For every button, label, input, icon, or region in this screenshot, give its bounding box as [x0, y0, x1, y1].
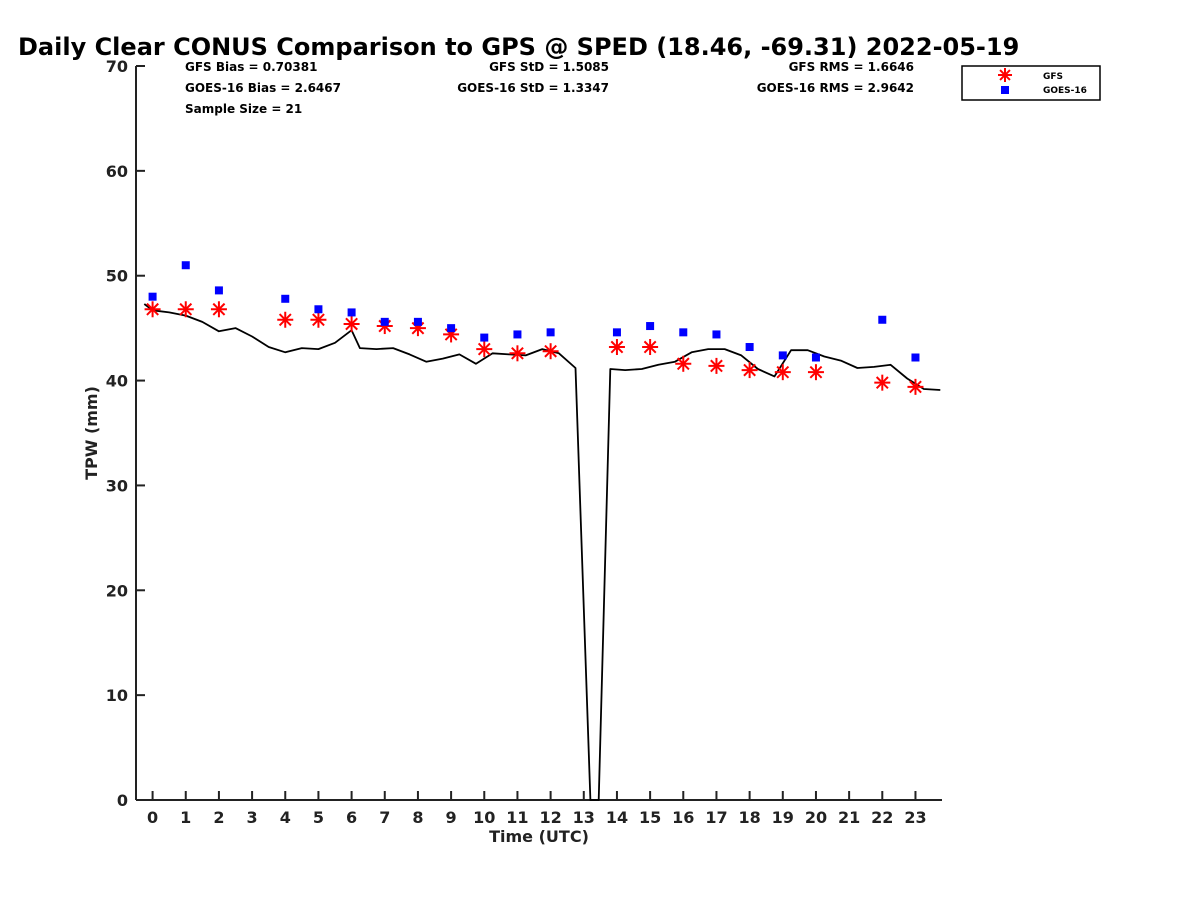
- x-axis-label: Time (UTC): [489, 827, 589, 846]
- x-tick-label: 9: [446, 808, 457, 827]
- gfs-point: [277, 311, 294, 328]
- goes-16-point: [413, 317, 422, 326]
- gfs-point: [310, 311, 327, 328]
- goes-16-point: [347, 308, 356, 317]
- x-tick-label: 7: [379, 808, 390, 827]
- gfs-point: [177, 301, 194, 318]
- gfs-point: [642, 339, 659, 356]
- gfs-point: [741, 362, 758, 379]
- y-axis-label: TPW (mm): [82, 386, 101, 480]
- legend-box: [961, 65, 1101, 101]
- x-tick-label: 11: [506, 808, 528, 827]
- x-tick-label: 14: [606, 808, 628, 827]
- goes-16-point: [546, 328, 555, 337]
- stat-gfs-bias: GFS Bias = 0.70381: [185, 60, 317, 74]
- y-tick-label: 40: [106, 372, 128, 391]
- x-tick-label: 4: [280, 808, 291, 827]
- stat-goes-bias: GOES-16 Bias = 2.6467: [185, 81, 341, 95]
- y-tick-label: 0: [117, 791, 128, 810]
- goes-16-point: [480, 333, 489, 342]
- gfs-point: [210, 301, 227, 318]
- stat-goes-rms: GOES-16 RMS = 2.9642: [757, 81, 914, 95]
- series-group: [143, 261, 941, 801]
- x-tick-label: 13: [573, 808, 595, 827]
- gfs-point: [144, 301, 161, 318]
- gfs-point: [509, 345, 526, 362]
- goes-16-point: [712, 330, 721, 339]
- goes-16-point: [878, 315, 887, 324]
- legend-gfs-asterisk: [998, 68, 1012, 82]
- x-tick-label: 18: [738, 808, 760, 827]
- goes-16-point: [281, 294, 290, 303]
- x-tick-label: 2: [213, 808, 224, 827]
- x-tick-label: 8: [412, 808, 423, 827]
- legend-goes-label: GOES-16: [1043, 86, 1087, 96]
- stat-goes-std: GOES-16 StD = 1.3347: [457, 81, 609, 95]
- gfs-point: [708, 357, 725, 374]
- chart-title: Daily Clear CONUS Comparison to GPS @ SP…: [18, 33, 1019, 61]
- gps-series-line: [143, 303, 941, 801]
- goes-16-point: [646, 322, 655, 331]
- gfs-point: [608, 339, 625, 356]
- x-tick-label: 22: [871, 808, 893, 827]
- x-tick-label: 19: [772, 808, 794, 827]
- stat-gfs-std: GFS StD = 1.5085: [489, 60, 609, 74]
- legend-gfs-label: GFS: [1043, 72, 1063, 82]
- x-tick-label: 20: [805, 808, 827, 827]
- goes-16-point: [513, 330, 522, 339]
- goes-16-point: [380, 317, 389, 326]
- gfs-point: [774, 364, 791, 381]
- goes-16-point: [745, 343, 754, 352]
- legend-goes-marker: [1001, 86, 1009, 94]
- gfs-point: [675, 355, 692, 372]
- x-tick-label: 17: [705, 808, 727, 827]
- x-tick-label: 3: [247, 808, 258, 827]
- y-tick-label: 10: [106, 686, 128, 705]
- gfs-point: [476, 341, 493, 358]
- y-tick-label: 50: [106, 267, 128, 286]
- goes-16-point: [214, 286, 223, 295]
- x-tick-label: 15: [639, 808, 661, 827]
- y-tick-label: 70: [106, 57, 128, 76]
- gfs-point: [907, 378, 924, 395]
- gfs-point: [807, 364, 824, 381]
- goes-16-point: [148, 292, 157, 301]
- goes-16-point: [911, 353, 920, 362]
- stat-gfs-rms: GFS RMS = 1.6646: [789, 60, 914, 74]
- goes-16-point: [679, 328, 688, 337]
- gfs-point: [542, 343, 559, 360]
- goes-16-point: [778, 351, 787, 360]
- goes-16-point: [811, 353, 820, 362]
- goes-16-point: [447, 324, 456, 333]
- x-tick-label: 23: [904, 808, 926, 827]
- goes-16-point: [612, 328, 621, 337]
- x-tick-label: 1: [180, 808, 191, 827]
- x-tick-label: 0: [147, 808, 158, 827]
- y-tick-label: 20: [106, 581, 128, 600]
- x-tick-label: 10: [473, 808, 495, 827]
- x-tick-label: 12: [539, 808, 561, 827]
- gfs-point: [343, 315, 360, 332]
- x-tick-label: 5: [313, 808, 324, 827]
- x-tick-label: 6: [346, 808, 357, 827]
- legend: GFS GOES-16: [961, 65, 1101, 101]
- y-tick-label: 30: [106, 476, 128, 495]
- gfs-point: [874, 374, 891, 391]
- goes-16-point: [314, 305, 323, 314]
- stat-sample-size: Sample Size = 21: [185, 102, 302, 116]
- goes-16-point: [181, 261, 190, 270]
- legend-gfs-marker: [998, 68, 1012, 82]
- y-tick-label: 60: [106, 162, 128, 181]
- x-tick-label: 16: [672, 808, 694, 827]
- x-tick-label: 21: [838, 808, 860, 827]
